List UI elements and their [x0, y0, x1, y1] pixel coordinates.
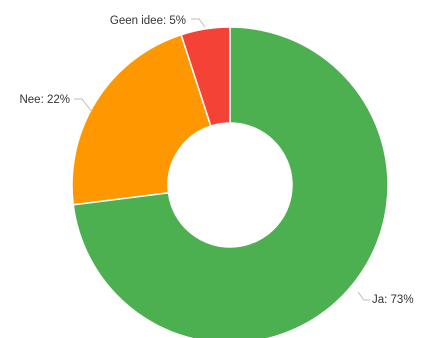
slice-ja — [72, 26, 389, 338]
data-label-nee: Nee: 22% — [19, 94, 70, 106]
data-label-geen-idee: Geen idee: 5% — [110, 15, 186, 27]
leader-line-nee — [74, 98, 93, 113]
data-label-ja: Ja: 73% — [372, 294, 414, 306]
slice-nee — [71, 33, 212, 206]
leader-line-geen-idee — [191, 18, 206, 28]
slice-geen-idee — [180, 26, 231, 127]
leader-line-ja — [357, 291, 370, 301]
